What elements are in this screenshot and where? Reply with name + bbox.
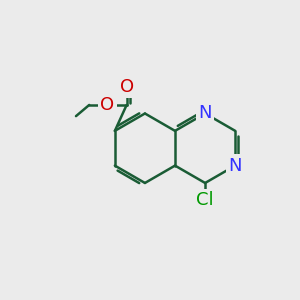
Text: N: N bbox=[198, 104, 212, 122]
Text: Cl: Cl bbox=[196, 191, 214, 209]
Text: N: N bbox=[229, 157, 242, 175]
Text: O: O bbox=[120, 78, 134, 96]
Text: O: O bbox=[100, 96, 115, 114]
